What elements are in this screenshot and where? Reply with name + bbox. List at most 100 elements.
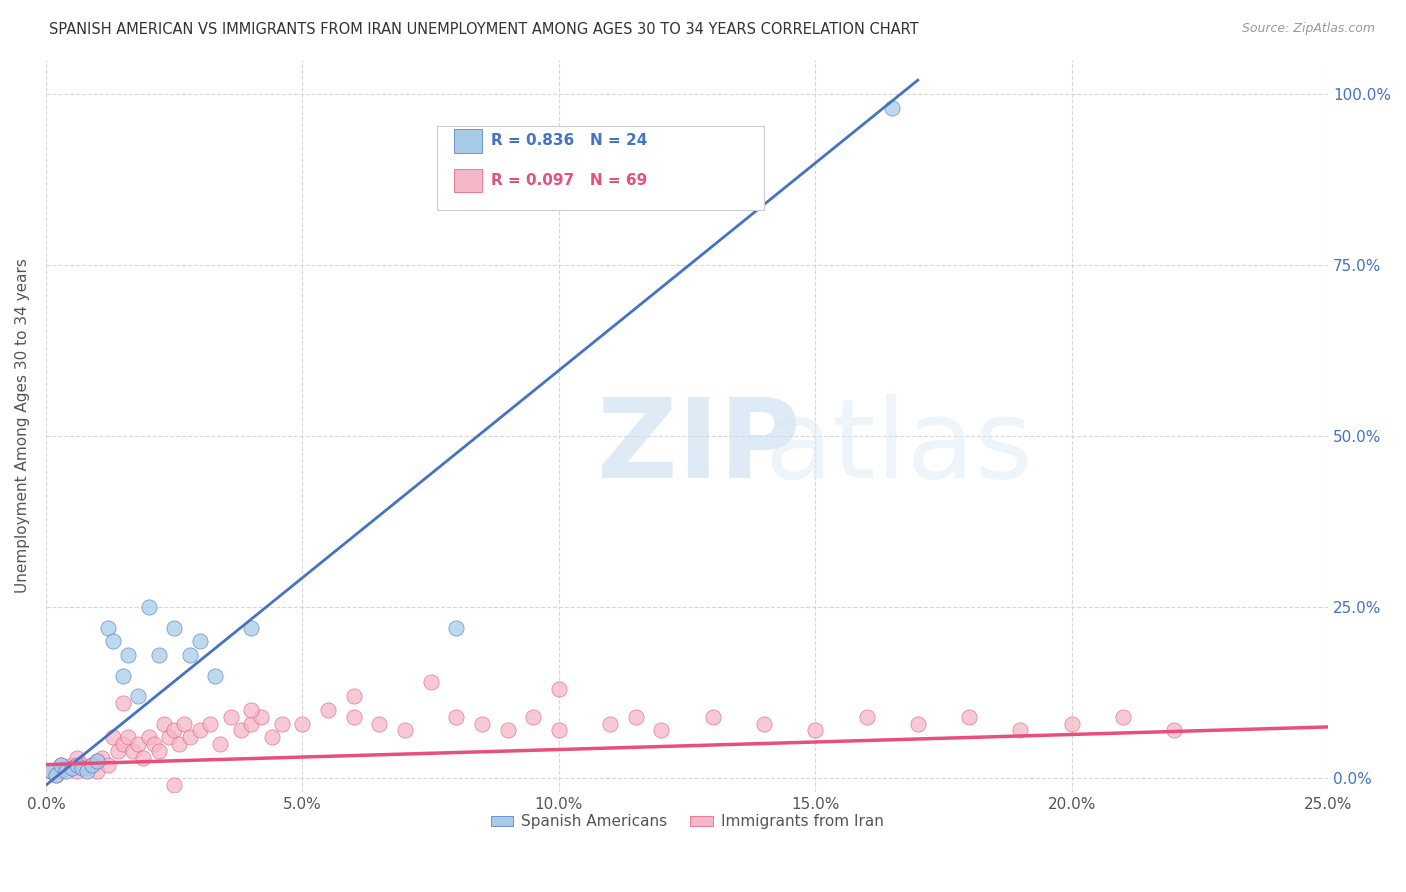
Point <box>209 737 232 751</box>
Point <box>138 730 160 744</box>
Point <box>117 730 139 744</box>
Point <box>198 716 221 731</box>
Text: R = 0.836   N = 24: R = 0.836 N = 24 <box>491 134 647 148</box>
Point <box>153 716 176 731</box>
Point <box>446 709 468 723</box>
Point <box>173 716 195 731</box>
Point <box>240 716 263 731</box>
Point <box>122 744 145 758</box>
Bar <box>454 169 482 192</box>
Point <box>70 761 93 775</box>
Point <box>51 764 73 779</box>
Point <box>70 757 93 772</box>
Point <box>240 621 263 635</box>
Text: Source: ZipAtlas.com: Source: ZipAtlas.com <box>1241 22 1375 36</box>
Point <box>752 716 775 731</box>
Point <box>111 737 134 751</box>
Point <box>599 716 621 731</box>
Text: atlas: atlas <box>763 394 1032 501</box>
Point <box>45 768 67 782</box>
Point <box>1163 723 1185 738</box>
Text: ZIP: ZIP <box>598 394 800 501</box>
Point <box>96 621 118 635</box>
Point <box>148 744 170 758</box>
Point <box>96 757 118 772</box>
Point <box>446 621 468 635</box>
Point <box>163 621 186 635</box>
Point <box>127 689 149 703</box>
Point <box>86 764 108 779</box>
Point <box>111 668 134 682</box>
Point <box>55 764 77 779</box>
Point <box>66 764 89 779</box>
Point <box>419 675 441 690</box>
Point <box>179 730 201 744</box>
Point <box>107 744 129 758</box>
Point <box>804 723 827 738</box>
Point <box>907 716 929 731</box>
Point <box>148 648 170 662</box>
Point <box>91 750 114 764</box>
Point <box>51 757 73 772</box>
Point <box>957 709 980 723</box>
Point <box>157 730 180 744</box>
Point <box>219 709 242 723</box>
Bar <box>454 129 482 153</box>
Point <box>163 778 186 792</box>
Point <box>82 757 104 772</box>
Point <box>260 730 283 744</box>
Point <box>522 709 544 723</box>
Point <box>142 737 165 751</box>
Point <box>496 723 519 738</box>
Point <box>163 723 186 738</box>
Point <box>240 703 263 717</box>
Point <box>368 716 391 731</box>
Point <box>179 648 201 662</box>
Point <box>117 648 139 662</box>
Point <box>1060 716 1083 731</box>
Point <box>76 761 98 775</box>
Y-axis label: Unemployment Among Ages 30 to 34 years: Unemployment Among Ages 30 to 34 years <box>15 259 30 593</box>
Point <box>169 737 191 751</box>
Point <box>188 723 211 738</box>
Point <box>316 703 339 717</box>
Point <box>1010 723 1032 738</box>
Point <box>471 716 494 731</box>
Point <box>86 754 108 768</box>
Point <box>138 600 160 615</box>
Point <box>55 761 77 775</box>
Point <box>250 709 273 723</box>
Point <box>702 709 724 723</box>
Point <box>394 723 416 738</box>
Point <box>1112 709 1135 723</box>
Point <box>650 723 672 738</box>
Point <box>66 757 89 772</box>
Point <box>101 634 124 648</box>
Point <box>45 768 67 782</box>
Point <box>547 723 569 738</box>
Point <box>82 757 104 772</box>
Point <box>229 723 252 738</box>
Point <box>66 750 89 764</box>
Point <box>547 682 569 697</box>
Legend: Spanish Americans, Immigrants from Iran: Spanish Americans, Immigrants from Iran <box>485 808 890 836</box>
Point <box>51 757 73 772</box>
Point <box>855 709 877 723</box>
Point <box>60 757 83 772</box>
Point <box>101 730 124 744</box>
Point <box>127 737 149 751</box>
Point <box>111 696 134 710</box>
Point <box>86 754 108 768</box>
Text: R = 0.097   N = 69: R = 0.097 N = 69 <box>491 173 647 188</box>
Point <box>882 101 904 115</box>
Point <box>39 764 62 779</box>
Point <box>132 750 155 764</box>
Point <box>60 761 83 775</box>
Point <box>76 764 98 779</box>
Point <box>624 709 647 723</box>
Point <box>343 709 366 723</box>
Point <box>188 634 211 648</box>
Point <box>39 764 62 779</box>
Point <box>343 689 366 703</box>
Text: SPANISH AMERICAN VS IMMIGRANTS FROM IRAN UNEMPLOYMENT AMONG AGES 30 TO 34 YEARS : SPANISH AMERICAN VS IMMIGRANTS FROM IRAN… <box>49 22 920 37</box>
